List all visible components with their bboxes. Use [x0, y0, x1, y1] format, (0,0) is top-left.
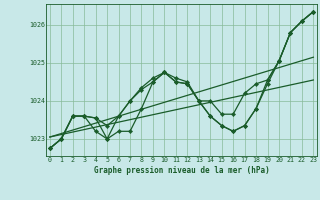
X-axis label: Graphe pression niveau de la mer (hPa): Graphe pression niveau de la mer (hPa): [94, 166, 269, 175]
